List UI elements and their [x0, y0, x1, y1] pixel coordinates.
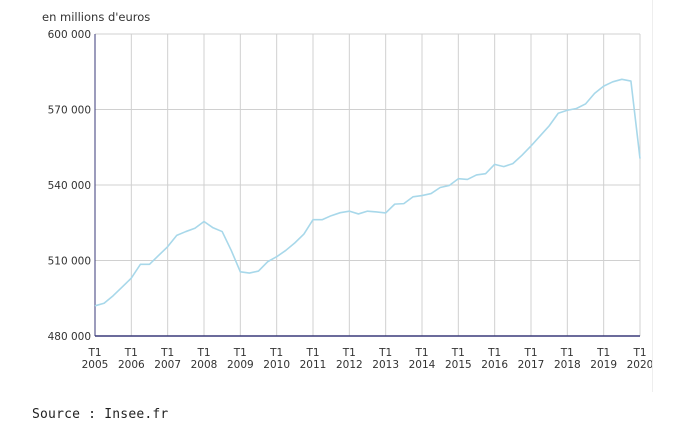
- line-chart: en millions d'euros 600 000 570 000 540 00…: [42, 10, 654, 371]
- x-tick-year: 2007: [154, 359, 181, 371]
- x-tick-quarter: T1: [596, 347, 610, 359]
- right-border: [652, 0, 653, 392]
- x-tick-quarter: T1: [378, 347, 392, 359]
- x-axis: T12005T12006T12007T12008T12009T12010T120…: [82, 335, 654, 371]
- x-tick-quarter: T1: [342, 347, 356, 359]
- y-tick-label: 510 000: [48, 256, 91, 268]
- x-tick-quarter: T1: [451, 347, 465, 359]
- x-tick-quarter: T1: [269, 347, 283, 359]
- x-tick-quarter: T1: [487, 347, 501, 359]
- y-tick-label: 570 000: [48, 105, 91, 117]
- x-tick-quarter: T1: [87, 347, 101, 359]
- x-tick-year: 2017: [518, 359, 545, 371]
- source-caption: Source : Insee.fr: [32, 407, 169, 422]
- x-tick-quarter: T1: [560, 347, 574, 359]
- x-tick-year: 2009: [227, 359, 254, 371]
- x-tick-year: 2019: [590, 359, 617, 371]
- x-tick-year: 2020: [627, 359, 654, 371]
- y-tick-label: 540 000: [48, 180, 91, 192]
- x-tick-quarter: T1: [632, 347, 646, 359]
- grid-lines: [95, 33, 641, 336]
- x-tick-year: 2011: [300, 359, 327, 371]
- x-tick-year: 2018: [554, 359, 581, 371]
- x-tick-quarter: T1: [305, 347, 319, 359]
- x-tick-quarter: T1: [160, 347, 174, 359]
- x-tick-quarter: T1: [414, 347, 428, 359]
- series-layer: [94, 78, 641, 307]
- x-tick-year: 2013: [372, 359, 399, 371]
- x-tick-year: 2010: [263, 359, 290, 371]
- x-tick-year: 2016: [481, 359, 508, 371]
- x-tick-year: 2005: [82, 359, 109, 371]
- x-tick-year: 2015: [445, 359, 472, 371]
- x-tick-quarter: T1: [124, 347, 138, 359]
- x-tick-year: 2008: [191, 359, 218, 371]
- series-line: [94, 78, 641, 307]
- unit-label: en millions d'euros: [42, 10, 150, 24]
- x-tick-quarter: T1: [233, 347, 247, 359]
- x-tick-year: 2006: [118, 359, 145, 371]
- y-axis: 600 000 570 000 540 000 510 000 480 000: [48, 29, 96, 343]
- x-tick-year: 2012: [336, 359, 363, 371]
- x-tick-quarter: T1: [196, 347, 210, 359]
- x-tick-quarter: T1: [523, 347, 537, 359]
- y-tick-label: 600 000: [48, 29, 91, 41]
- y-tick-label: 480 000: [48, 331, 91, 343]
- x-tick-year: 2014: [409, 359, 436, 371]
